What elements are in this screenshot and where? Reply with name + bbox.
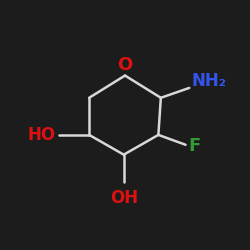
Text: HO: HO	[28, 126, 56, 144]
Text: O: O	[118, 56, 132, 74]
Text: NH₂: NH₂	[192, 72, 227, 90]
Text: OH: OH	[110, 189, 138, 207]
Text: F: F	[188, 137, 200, 155]
